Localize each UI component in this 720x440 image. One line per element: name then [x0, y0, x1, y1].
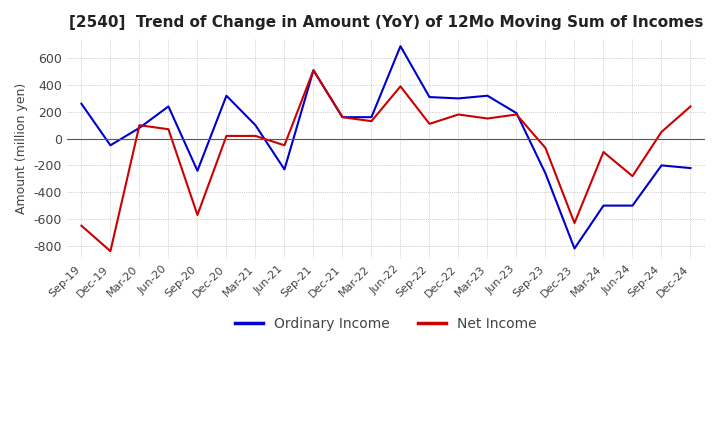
Ordinary Income [251, 123, 260, 128]
Ordinary Income [512, 110, 521, 116]
Net Income [193, 213, 202, 218]
Net Income [222, 133, 230, 139]
Ordinary Income [686, 165, 695, 171]
Ordinary Income [570, 246, 579, 251]
Net Income [77, 223, 86, 228]
Net Income [367, 118, 376, 124]
Ordinary Income [628, 203, 636, 208]
Net Income [396, 84, 405, 89]
Ordinary Income [309, 68, 318, 73]
Legend: Ordinary Income, Net Income: Ordinary Income, Net Income [230, 311, 542, 336]
Ordinary Income [280, 167, 289, 172]
Net Income [541, 145, 550, 150]
Ordinary Income [135, 125, 144, 131]
Ordinary Income [599, 203, 608, 208]
Net Income [164, 127, 173, 132]
Ordinary Income [396, 44, 405, 49]
Ordinary Income [425, 95, 433, 100]
Ordinary Income [367, 114, 376, 120]
Net Income [454, 112, 463, 117]
Net Income [251, 133, 260, 139]
Ordinary Income [164, 104, 173, 109]
Net Income [628, 173, 636, 179]
Ordinary Income [657, 163, 666, 168]
Net Income [686, 104, 695, 109]
Net Income [570, 220, 579, 226]
Ordinary Income [222, 93, 230, 99]
Net Income [512, 112, 521, 117]
Line: Ordinary Income: Ordinary Income [81, 46, 690, 249]
Title: [2540]  Trend of Change in Amount (YoY) of 12Mo Moving Sum of Incomes: [2540] Trend of Change in Amount (YoY) o… [69, 15, 703, 30]
Ordinary Income [338, 114, 347, 120]
Net Income [280, 143, 289, 148]
Net Income [135, 123, 144, 128]
Net Income [483, 116, 492, 121]
Net Income [338, 114, 347, 120]
Net Income [657, 129, 666, 135]
Y-axis label: Amount (million yen): Amount (million yen) [15, 83, 28, 214]
Net Income [106, 249, 114, 254]
Ordinary Income [454, 96, 463, 101]
Ordinary Income [77, 101, 86, 106]
Ordinary Income [106, 143, 114, 148]
Line: Net Income: Net Income [81, 70, 690, 251]
Net Income [599, 149, 608, 154]
Ordinary Income [193, 168, 202, 173]
Ordinary Income [541, 171, 550, 176]
Ordinary Income [483, 93, 492, 99]
Net Income [425, 121, 433, 127]
Net Income [309, 68, 318, 73]
